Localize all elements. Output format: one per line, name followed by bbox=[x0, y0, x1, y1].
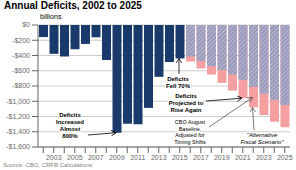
svg-text:-$1,400: -$1,400 bbox=[8, 128, 30, 135]
html-text:Annual Deficits, 2002 to 2025: Annual Deficits, 2002 to 2025 bbox=[4, 0, 142, 11]
svg-text:-$200: -$200 bbox=[12, 37, 30, 44]
svg-text:2021: 2021 bbox=[235, 154, 251, 161]
svg-text:-$600: -$600 bbox=[12, 67, 30, 74]
svg-text:-$800: -$800 bbox=[12, 82, 30, 89]
html-text:Source: CBO, CRFB Calculations: Source: CBO, CRFB Calculations bbox=[3, 162, 93, 168]
svg-text:2003: 2003 bbox=[46, 154, 62, 161]
svg-text:DeficitsIncreasedAlmost800%: DeficitsIncreasedAlmost800% bbox=[56, 112, 84, 139]
svg-text:2013: 2013 bbox=[151, 154, 167, 161]
svg-text:-$1,000: -$1,000 bbox=[8, 98, 30, 105]
svg-text:2009: 2009 bbox=[109, 154, 125, 161]
svg-text:2019: 2019 bbox=[214, 154, 230, 161]
svg-text:-$1,600: -$1,600 bbox=[8, 143, 30, 150]
svg-text:$0: $0 bbox=[22, 21, 30, 28]
svg-text:"AlternativeFiscal Scenario": "AlternativeFiscal Scenario" bbox=[240, 132, 284, 145]
svg-text:CBO AugustBaseline,Adjusted fo: CBO AugustBaseline,Adjusted forTiming Sh… bbox=[174, 119, 206, 145]
svg-text:2017: 2017 bbox=[193, 154, 209, 161]
svg-text:2015: 2015 bbox=[172, 154, 188, 161]
svg-text:2005: 2005 bbox=[67, 154, 83, 161]
svg-text:2011: 2011 bbox=[130, 154, 145, 161]
svg-text:DeficitsFell 70%: DeficitsFell 70% bbox=[166, 76, 191, 89]
svg-text:-$1,200: -$1,200 bbox=[8, 113, 30, 120]
html-text:billions: billions bbox=[40, 13, 62, 20]
svg-text:2025: 2025 bbox=[277, 154, 288, 161]
svg-text:DeficitsProjected toRise Again: DeficitsProjected toRise Again bbox=[169, 93, 204, 113]
svg-text:2007: 2007 bbox=[88, 154, 104, 161]
svg-text:-$400: -$400 bbox=[12, 52, 30, 59]
svg-text:2023: 2023 bbox=[256, 154, 272, 161]
